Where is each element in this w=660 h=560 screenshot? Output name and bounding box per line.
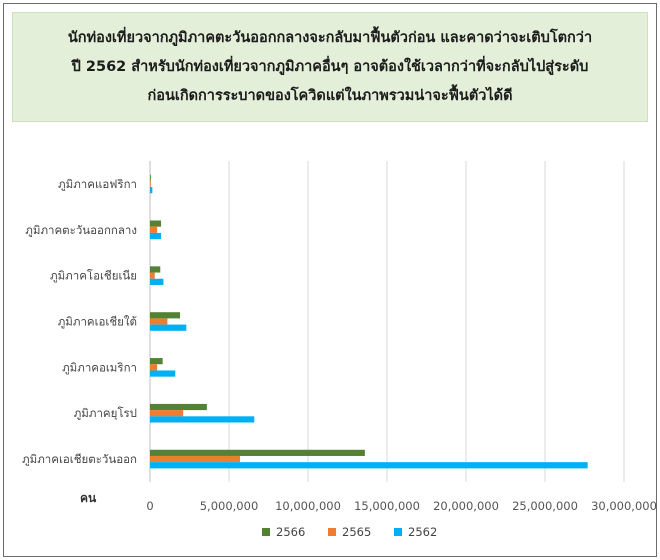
bar-2562 bbox=[150, 462, 588, 469]
category-label: ภูมิภาคโอเชียเนีย bbox=[50, 269, 137, 283]
category-label: ภูมิภาคตะวันออกกลาง bbox=[25, 223, 137, 237]
bar-2565 bbox=[150, 364, 158, 371]
unit-label: คน bbox=[80, 491, 97, 505]
category-label: ภูมิภาคเอเชียใต้ bbox=[58, 315, 137, 329]
bar-2566 bbox=[150, 449, 365, 456]
legend-swatch-2566 bbox=[262, 528, 270, 536]
x-tick-label: 15,000,000 bbox=[354, 499, 420, 513]
x-tick-label: 10,000,000 bbox=[275, 499, 341, 513]
legend-label-2562: 2562 bbox=[408, 525, 437, 539]
bar-2566 bbox=[150, 174, 151, 181]
x-tick-label: 25,000,000 bbox=[512, 499, 578, 513]
bar-2565 bbox=[150, 455, 241, 463]
x-tick-label: 0 bbox=[146, 499, 153, 513]
x-tick-label: 5,000,000 bbox=[200, 499, 259, 513]
legend-swatch-2562 bbox=[394, 528, 402, 536]
chart-title-line-3: ก่อนเกิดการระบาดของโควิดแต่ในภาพรวมน่าจะ… bbox=[147, 87, 513, 104]
bar-2566 bbox=[150, 358, 163, 365]
bar-2562 bbox=[150, 232, 162, 240]
bar-2562 bbox=[150, 370, 176, 377]
category-label: ภูมิภาคอเมริกา bbox=[62, 360, 137, 374]
bar-2566 bbox=[150, 266, 161, 273]
x-tick-label: 30,000,000 bbox=[591, 499, 657, 513]
category-label: ภูมิภาคเอเชียตะวันออก bbox=[22, 452, 137, 466]
bar-2565 bbox=[150, 410, 184, 417]
chart-title-line-2: ปี 2562 สำหรับนักท่องเที่ยวจากภูมิภาคอื่… bbox=[71, 58, 589, 75]
bar-2562 bbox=[150, 416, 255, 423]
bar-2562 bbox=[150, 324, 187, 331]
category-label: ภูมิภาคยุโรป bbox=[74, 406, 137, 420]
chart-title-box: นักท่องเที่ยวจากภูมิภาคตะวันออกกลางจะกลั… bbox=[12, 12, 648, 122]
legend-label-2565: 2565 bbox=[342, 525, 371, 539]
x-tick-label: 20,000,000 bbox=[433, 499, 499, 513]
bar-2565 bbox=[150, 272, 155, 279]
bar-2566 bbox=[150, 220, 162, 227]
bar-2565 bbox=[150, 226, 158, 233]
category-label: ภูมิภาคแอฟริกา bbox=[58, 177, 137, 191]
chart-title-line-1: นักท่องเที่ยวจากภูมิภาคตะวันออกกลางจะกลั… bbox=[67, 29, 593, 46]
bar-2565 bbox=[150, 318, 168, 325]
bar-2562 bbox=[150, 187, 153, 194]
legend-swatch-2565 bbox=[328, 528, 336, 536]
legend-label-2566: 2566 bbox=[276, 525, 305, 539]
bar-2566 bbox=[150, 403, 207, 411]
bar-2565 bbox=[150, 180, 151, 188]
bar-2562 bbox=[150, 278, 164, 285]
bar-2566 bbox=[150, 312, 181, 319]
